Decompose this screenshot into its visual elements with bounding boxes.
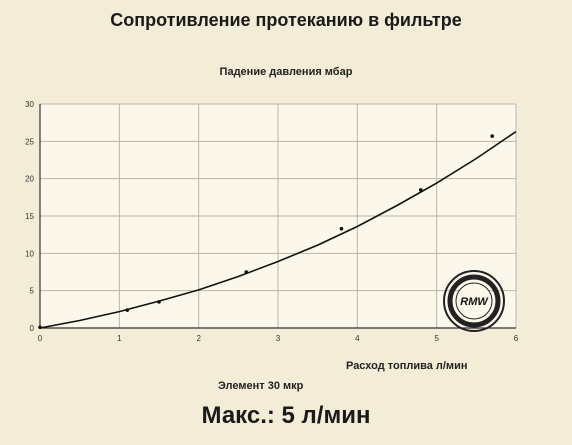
data-point: [419, 188, 423, 192]
y-tick-label: 25: [25, 137, 34, 146]
x-tick-label: 4: [355, 334, 360, 343]
y-tick-label: 10: [25, 249, 34, 258]
y-tick-label: 5: [30, 287, 35, 296]
y-tick-label: 20: [25, 175, 34, 184]
x-tick-label: 3: [276, 334, 281, 343]
rmw-logo-stamp: RMW: [443, 270, 505, 332]
data-point: [244, 270, 249, 274]
stamp-text: RMW: [460, 296, 489, 308]
x-tick-label: 2: [196, 334, 201, 343]
series-line: [39, 130, 517, 329]
y-tick-label: 0: [30, 324, 35, 333]
data-point: [157, 300, 161, 304]
data-point: [38, 325, 42, 330]
y-tick-label: 15: [25, 212, 34, 221]
x-tick-label: 1: [117, 334, 122, 343]
x-axis-label: Расход топлива л/мин: [346, 360, 468, 372]
data-point: [125, 308, 130, 312]
axis-layer: [39, 104, 516, 329]
data-point: [339, 226, 344, 231]
data-point: [490, 134, 495, 138]
chart-title: Сопротивление протеканию в фильтре: [110, 10, 462, 30]
max-flow-label: Макс.: 5 л/мин: [201, 402, 371, 429]
x-tick-label: 0: [38, 334, 43, 343]
tick-labels: 0 1 2 3 4 5 6 0 5 10 15 20 25 30: [25, 100, 519, 343]
x-tick-label: 5: [434, 334, 439, 343]
y-axis-label: Падение давления мбар: [219, 66, 353, 78]
x-tick-label: 6: [514, 334, 519, 343]
data-points: [38, 134, 495, 330]
element-label: Элемент 30 мкр: [218, 380, 304, 392]
y-tick-label: 30: [25, 100, 34, 109]
